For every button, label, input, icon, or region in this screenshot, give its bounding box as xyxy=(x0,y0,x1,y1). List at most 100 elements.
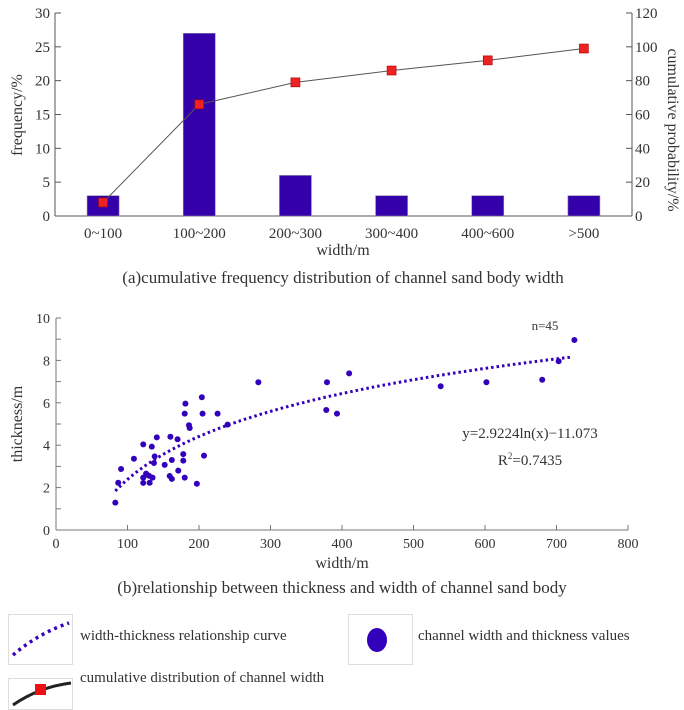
y-tick-label: 5 xyxy=(43,175,51,191)
data-point xyxy=(323,379,330,386)
fit-equation: y=2.9224ln(x)−11.073 xyxy=(462,426,598,442)
y-tick-label: 8 xyxy=(43,354,50,369)
x-tick-label: 400~600 xyxy=(461,226,514,242)
data-point xyxy=(167,433,174,440)
x-tick-label: 100 xyxy=(117,537,138,552)
data-point xyxy=(181,474,188,481)
data-point xyxy=(168,475,175,482)
data-point xyxy=(346,370,353,377)
data-point xyxy=(175,467,182,474)
x-tick-label: 200~300 xyxy=(269,226,322,242)
data-point xyxy=(571,337,578,344)
y-tick-label: 20 xyxy=(35,74,50,90)
data-point xyxy=(180,457,187,464)
y-tick-label: 6 xyxy=(43,397,50,412)
top-caption: (a)cumulative frequency distribution of … xyxy=(122,268,564,287)
data-point xyxy=(140,479,147,486)
data-point xyxy=(555,358,562,365)
data-point xyxy=(333,410,340,417)
cumulative-marker xyxy=(194,99,205,110)
y2-tick-label: 40 xyxy=(635,141,650,157)
cumulative-marker xyxy=(290,77,301,88)
data-point xyxy=(151,453,158,460)
data-point xyxy=(140,441,147,448)
legend-cumulative-label: cumulative distribution of channel width xyxy=(80,670,325,686)
data-point xyxy=(118,465,125,472)
x-tick-label: 800 xyxy=(618,537,639,552)
data-point xyxy=(148,443,155,450)
y-tick-label: 30 xyxy=(35,6,50,22)
legend-points-label: channel width and thickness values xyxy=(418,628,630,644)
data-point xyxy=(182,400,189,407)
data-point xyxy=(323,407,330,414)
data-point xyxy=(153,434,160,441)
bottom-y-axis-label: thickness/m xyxy=(9,385,26,462)
line-square-icon xyxy=(12,681,72,707)
y-tick-label: 10 xyxy=(36,312,50,327)
data-point xyxy=(198,394,205,401)
y-tick-label: 2 xyxy=(43,482,50,497)
legend-curve-label: width-thickness relationship curve xyxy=(80,628,287,644)
x-tick-label: 500 xyxy=(403,537,424,552)
data-point xyxy=(161,461,168,468)
bar xyxy=(375,195,408,217)
cumulative-marker xyxy=(579,43,589,54)
x-tick-label: >500 xyxy=(568,226,599,242)
data-point xyxy=(437,383,444,390)
data-point xyxy=(255,379,262,386)
data-point xyxy=(149,474,156,481)
legend-points-swatch xyxy=(348,614,413,665)
y2-tick-label: 60 xyxy=(635,108,650,124)
bottom-caption: (b)relationship between thickness and wi… xyxy=(117,578,567,597)
dotted-curve-icon xyxy=(11,621,70,657)
y2-tick-label: 0 xyxy=(635,209,643,225)
r-squared: R2=0.7435 xyxy=(498,451,562,469)
x-tick-label: 300~400 xyxy=(365,226,418,242)
y-tick-label: 15 xyxy=(35,108,50,124)
data-point xyxy=(181,410,188,417)
data-point xyxy=(168,457,175,464)
bar xyxy=(567,195,601,217)
data-point xyxy=(112,499,119,506)
x-tick-label: 100~200 xyxy=(173,226,226,242)
cumulative-line xyxy=(102,48,584,203)
frequency-chart: 0 5 10 15 20 25 30 0 20 40 60 80 100 120 0~100 100~200 2… xyxy=(35,6,658,242)
data-point xyxy=(140,474,147,481)
cumulative-marker xyxy=(98,197,108,208)
y-tick-label: 25 xyxy=(35,40,50,56)
data-point xyxy=(193,480,200,487)
top-x-axis-label: width/m xyxy=(316,242,370,259)
y-tick-label: 10 xyxy=(35,141,50,157)
x-tick-label: 600 xyxy=(475,537,496,552)
sample-count: n=45 xyxy=(532,318,559,333)
x-tick-label: 200 xyxy=(189,537,210,552)
bar xyxy=(182,32,216,217)
bar xyxy=(471,195,505,217)
data-point xyxy=(539,376,546,383)
y2-tick-label: 120 xyxy=(635,6,658,22)
data-point xyxy=(115,479,122,486)
legend-curve-swatch xyxy=(8,614,73,665)
data-point xyxy=(201,452,208,459)
x-tick-label: 0~100 xyxy=(84,226,122,242)
data-point xyxy=(174,436,181,443)
y2-tick-label: 20 xyxy=(635,175,650,191)
data-point xyxy=(214,410,221,417)
data-point xyxy=(224,421,231,428)
bar xyxy=(279,175,312,217)
data-point xyxy=(146,479,153,486)
bottom-x-axis-label: width/m xyxy=(315,555,369,572)
top-y-axis-label: frequency/% xyxy=(9,74,26,156)
data-point xyxy=(199,410,206,417)
cumulative-marker xyxy=(482,55,493,66)
data-point xyxy=(483,379,490,386)
x-tick-label: 300 xyxy=(260,537,281,552)
x-tick-label: 0 xyxy=(53,537,60,552)
y-tick-label: 4 xyxy=(43,439,50,454)
dot-icon xyxy=(367,628,387,652)
data-point xyxy=(180,451,187,458)
data-point xyxy=(130,455,137,462)
x-tick-label: 700 xyxy=(546,537,567,552)
top-y2-axis-label: cumulative probability/% xyxy=(664,48,681,211)
